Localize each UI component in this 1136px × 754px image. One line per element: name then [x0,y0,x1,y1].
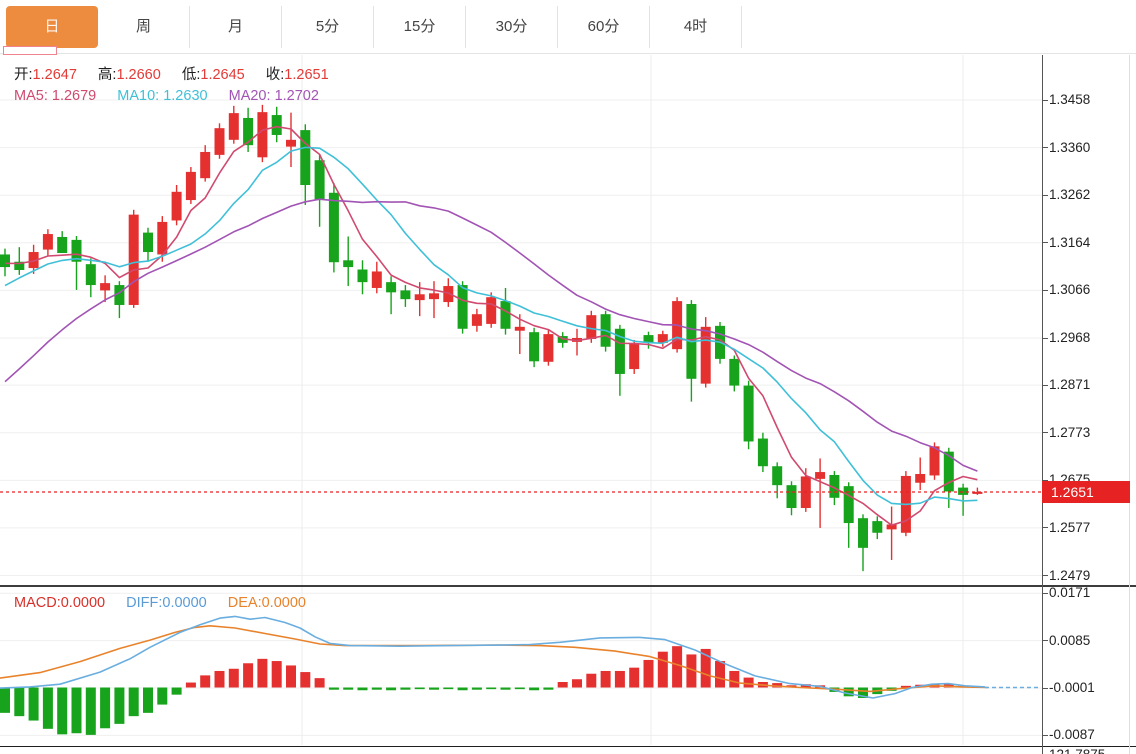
axis-tick-label: 1.3066 [1049,282,1091,298]
tab-30min[interactable]: 30分 [466,6,558,48]
ma10-line [4,146,978,506]
close-value: 1.2651 [284,67,329,83]
tab-4hour[interactable]: 4时 [650,6,742,48]
next-panel-clipped-label: 121.7875 [1049,747,1105,754]
ma20-line [4,198,978,472]
ma5-line [4,125,978,527]
axis-tick [1042,99,1048,101]
diff-value-readout: DIFF:0.0000 [126,595,207,611]
grid-lines [0,55,1042,745]
axis-tick-label: 1.3164 [1049,234,1091,250]
axis-tick-label: 1.3360 [1049,139,1091,155]
ma10-readout: MA10: 1.2630 [117,88,208,104]
low-value: 1.2645 [200,67,245,83]
axis-tick [1042,147,1048,149]
axis-tick [1042,640,1048,642]
open-label: 开: [14,67,33,83]
axis-tick-label: 1.2871 [1049,377,1091,393]
panel-separator [0,585,1136,587]
close-label: 收: [265,67,285,83]
ohlc-readout: 开:1.2647 高:1.2660 低:1.2645 收:1.2651 [14,63,329,84]
axis-tick-label: 0.0171 [1049,585,1091,601]
axis-tick-label: 1.2577 [1049,519,1091,535]
window-right-edge [1129,55,1130,754]
info-box-corner [3,46,57,55]
axis-tick [1042,242,1048,244]
tab-15min[interactable]: 15分 [374,6,466,48]
macd-value-readout: MACD:0.0000 [14,595,106,611]
open-value: 1.2647 [32,67,77,83]
last-price-tag: 1.2651 [1042,481,1130,503]
axis-tick [1042,687,1048,689]
ma20-readout: MA20: 1.2702 [228,88,319,104]
tabbar-divider [0,53,1136,54]
dea-line [0,624,989,693]
axis-tick [1042,384,1048,386]
axis-tick [1042,289,1048,291]
axis-tick-label: 1.2479 [1049,567,1091,583]
high-label: 高: [97,67,117,83]
macd-bottom-border [0,746,1136,747]
tab-day[interactable]: 日 [6,6,98,48]
tab-month[interactable]: 月 [190,6,282,48]
dea-value-readout: DEA:0.0000 [227,595,306,611]
axis-tick [1042,575,1048,576]
axis-tick [1042,337,1048,339]
period-tab-bar: 日 周 月 5分 15分 30分 60分 4时 [6,6,742,48]
axis-tick [1042,479,1048,481]
axis-tick [1042,734,1048,736]
axis-tick-label: 1.3262 [1049,187,1091,203]
tab-60min[interactable]: 60分 [558,6,650,48]
axis-tick-label: -0.0001 [1049,680,1095,696]
high-value: 1.2660 [116,67,161,83]
axis-tick [1042,527,1048,529]
price-axis-line [1042,55,1043,754]
axis-tick [1042,592,1048,594]
axis-tick-label: 1.2773 [1049,424,1091,440]
tab-week[interactable]: 周 [98,6,190,48]
ma5-readout: MA5: 1.2679 [14,88,97,104]
axis-tick [1042,432,1048,434]
low-label: 低: [181,67,201,83]
axis-tick-label: -0.0087 [1049,727,1095,743]
tab-5min[interactable]: 5分 [282,6,374,48]
ma-readout: MA5: 1.2679 MA10: 1.2630 MA20: 1.2702 [14,88,319,104]
axis-tick [1042,194,1048,196]
diff-line [0,615,986,699]
macd-readout: MACD:0.0000 DIFF:0.0000 DEA:0.0000 [14,595,306,611]
axis-tick-label: 0.0085 [1049,632,1091,648]
axis-tick-label: 1.2968 [1049,330,1091,345]
axis-tick-label: 1.3458 [1049,92,1091,107]
